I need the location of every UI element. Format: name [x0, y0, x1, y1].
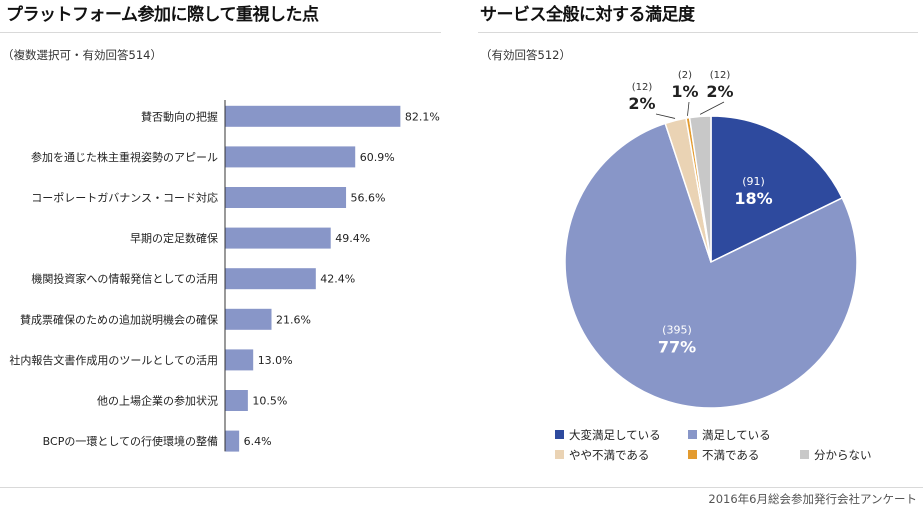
- legend-label: 分からない: [814, 448, 872, 462]
- bar-category-label: 早期の定足数確保: [130, 231, 218, 245]
- left-title-rule: [0, 32, 441, 33]
- pie-percent-label: 77%: [658, 338, 696, 357]
- bar-chart: 賛否動向の把握 82.1% 参加を通じた株主重視姿勢のアピール 60.9% コーポレート…: [9, 100, 440, 452]
- bar: [225, 390, 248, 411]
- pie-slice: [710, 115, 844, 264]
- right-chart-title: サービス全般に対する満足度: [480, 5, 695, 25]
- bar-category-label: 賛否動向の把握: [141, 109, 218, 123]
- pie-percent-label: 2%: [628, 94, 655, 113]
- pie-leader-line: [699, 101, 725, 115]
- legend-label: やや不満である: [569, 448, 649, 462]
- bar: [225, 349, 254, 371]
- footer-rule: [0, 487, 923, 488]
- right-chart-subtitle: （有効回答512）: [480, 48, 571, 62]
- bar-category-label: 社内報告文書作成用のツールとしての活用: [9, 353, 218, 367]
- bar-category-label: 参加を通じた株主重視姿勢のアピール: [31, 150, 218, 164]
- pie-count-label: (2): [678, 70, 692, 81]
- bar-category-label: 他の上場企業の参加状況: [97, 394, 218, 408]
- pie-count-label: (12): [632, 82, 653, 93]
- pie-slice: [564, 122, 858, 409]
- legend-swatch: [688, 450, 697, 459]
- legend-swatch: [555, 430, 564, 439]
- bar: [225, 105, 401, 127]
- bar-category-label: 賛成票確保のための追加説明機会の確保: [20, 312, 218, 326]
- bar: [225, 430, 240, 452]
- bar-category-label: コーポレートガバナンス・コード対応: [31, 191, 218, 205]
- bar-value-label: 10.5%: [252, 395, 287, 408]
- bar-value-label: 21.6%: [276, 313, 311, 326]
- legend-label: 大変満足している: [569, 428, 661, 442]
- bar-category-label: 機関投資家への情報発信としての活用: [31, 272, 218, 286]
- bar-value-label: 49.4%: [335, 232, 370, 245]
- footer-note: 2016年6月総会参加発行会社アンケート: [708, 492, 917, 506]
- pie-percent-label: 1%: [671, 82, 698, 101]
- pie-leader-line: [655, 113, 676, 119]
- legend-swatch: [800, 450, 809, 459]
- bar-value-label: 60.9%: [360, 151, 395, 164]
- legend-label: 不満である: [702, 448, 759, 462]
- legend-label: 満足している: [702, 428, 771, 442]
- bar: [225, 146, 356, 168]
- bar-value-label: 82.1%: [405, 110, 440, 123]
- left-chart-title: プラットフォーム参加に際して重視した点: [6, 5, 319, 25]
- left-chart-subtitle: （複数選択可・有効回答514）: [2, 48, 162, 62]
- pie-count-label: (91): [742, 175, 765, 188]
- bar: [225, 308, 272, 330]
- bar-value-label: 42.4%: [320, 273, 355, 286]
- bar-value-label: 6.4%: [244, 435, 272, 448]
- pie-percent-label: 2%: [706, 82, 733, 101]
- right-title-rule: [478, 32, 918, 33]
- pie-count-label: (395): [662, 324, 692, 337]
- pie-leader-line: [687, 101, 690, 116]
- pie-count-label: (12): [710, 70, 731, 81]
- legend-swatch: [688, 430, 697, 439]
- bar: [225, 187, 347, 208]
- bar-value-label: 56.6%: [351, 192, 386, 205]
- bar: [225, 227, 331, 249]
- bar: [225, 268, 316, 290]
- pie-chart: (91)18%(395)77%(12)2%(2)1%(12)2%大変満足している…: [555, 70, 872, 462]
- legend-swatch: [555, 450, 564, 459]
- bar-value-label: 13.0%: [258, 354, 293, 367]
- bar-category-label: BCPの一環としての行使環境の整備: [43, 434, 218, 448]
- pie-percent-label: 18%: [734, 189, 772, 208]
- pie-slice: [688, 115, 712, 263]
